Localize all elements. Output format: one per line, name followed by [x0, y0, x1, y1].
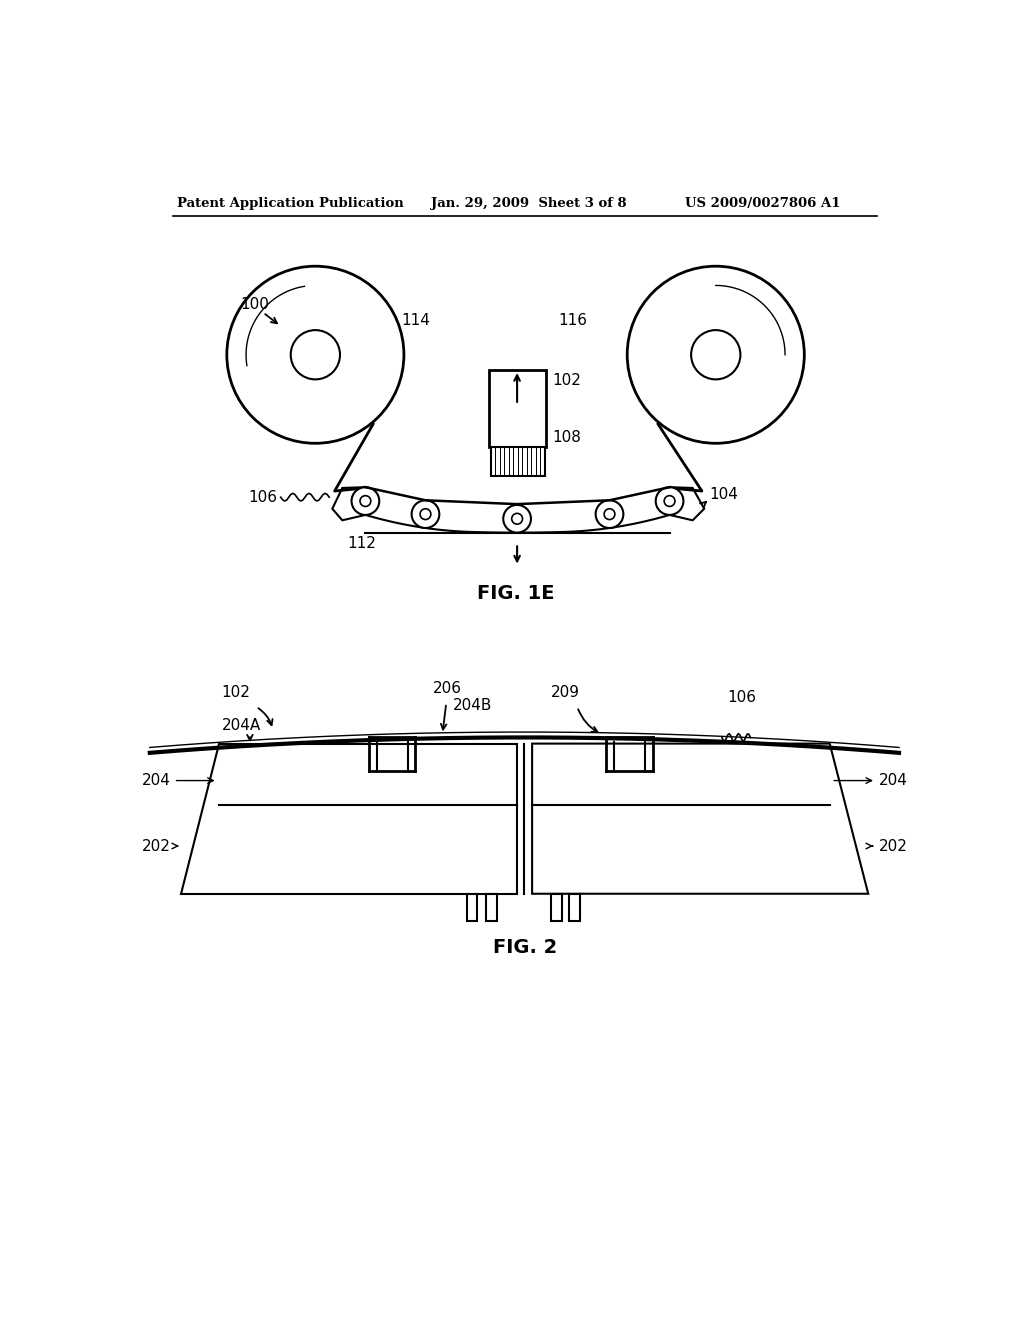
Text: 102: 102	[553, 372, 582, 388]
Bar	[569, 894, 580, 921]
Text: 204: 204	[141, 774, 171, 788]
Circle shape	[604, 508, 614, 520]
Text: 204B: 204B	[453, 697, 492, 713]
Text: 102: 102	[221, 685, 250, 700]
Text: 106: 106	[727, 690, 757, 705]
Bar	[488, 370, 547, 447]
Text: FIG. 2: FIG. 2	[493, 939, 557, 957]
Text: Patent Application Publication: Patent Application Publication	[177, 197, 403, 210]
Bar	[551, 894, 562, 921]
Circle shape	[412, 500, 439, 528]
Circle shape	[512, 513, 522, 524]
Polygon shape	[180, 743, 517, 894]
Bar	[490, 447, 545, 477]
Polygon shape	[532, 743, 868, 894]
Text: Jan. 29, 2009  Sheet 3 of 8: Jan. 29, 2009 Sheet 3 of 8	[431, 197, 627, 210]
Text: 112: 112	[347, 536, 376, 550]
Circle shape	[226, 267, 403, 444]
Bar	[467, 894, 477, 921]
Text: 202: 202	[141, 838, 171, 854]
Circle shape	[596, 500, 624, 528]
Text: 116: 116	[559, 313, 588, 327]
Polygon shape	[333, 487, 366, 520]
Circle shape	[351, 487, 379, 515]
Text: 108: 108	[553, 430, 582, 445]
Text: 202: 202	[879, 838, 908, 854]
Text: 209: 209	[551, 685, 580, 700]
Circle shape	[691, 330, 740, 379]
Circle shape	[420, 508, 431, 520]
Text: 100: 100	[241, 297, 269, 313]
Text: 204: 204	[879, 774, 908, 788]
Circle shape	[628, 267, 804, 444]
Polygon shape	[670, 487, 705, 520]
Bar	[486, 894, 497, 921]
Circle shape	[291, 330, 340, 379]
Text: 114: 114	[401, 313, 430, 327]
Circle shape	[503, 504, 531, 532]
Text: 206: 206	[433, 681, 462, 696]
Text: US 2009/0027806 A1: US 2009/0027806 A1	[685, 197, 841, 210]
Text: FIG. 1E: FIG. 1E	[477, 583, 554, 603]
Circle shape	[665, 496, 675, 507]
Text: 104: 104	[710, 487, 738, 503]
Circle shape	[360, 496, 371, 507]
Circle shape	[655, 487, 683, 515]
Text: 106: 106	[248, 490, 276, 504]
Text: 204A: 204A	[221, 718, 261, 733]
